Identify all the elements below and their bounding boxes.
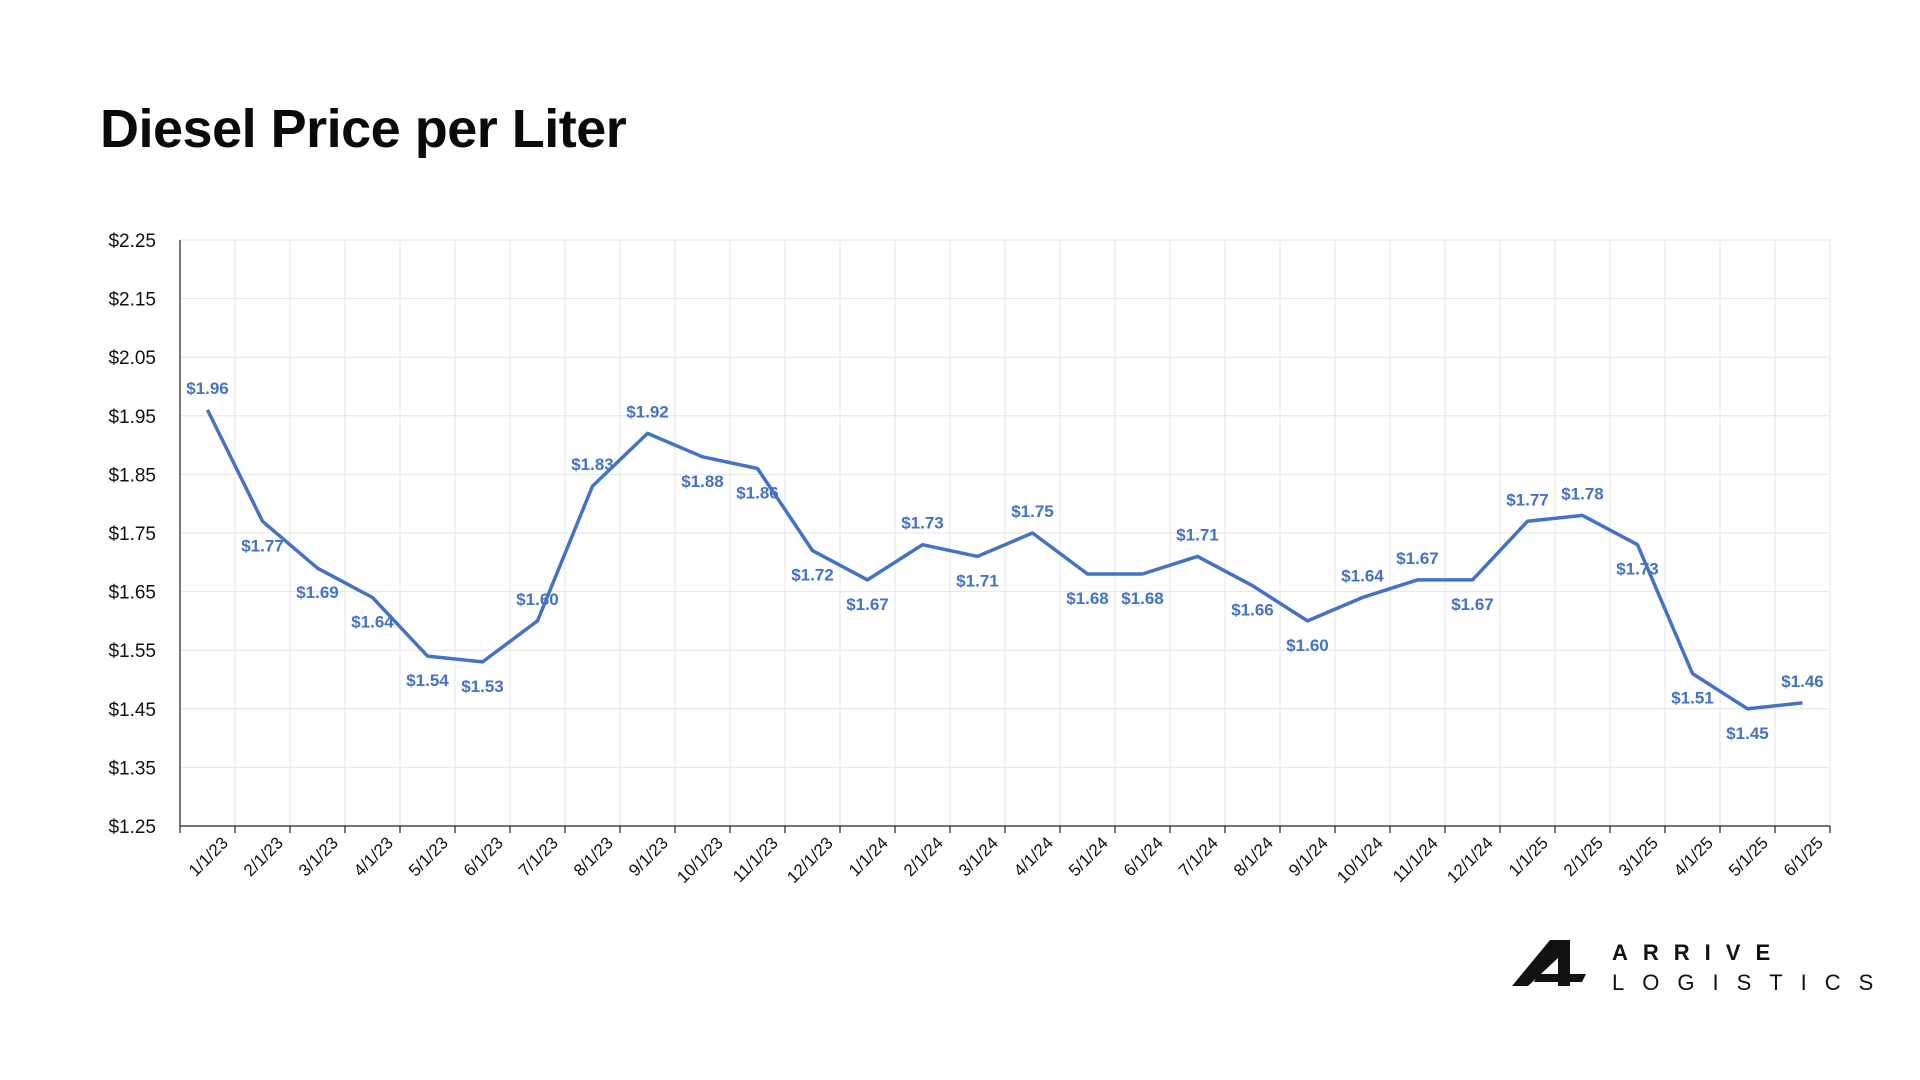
y-tick-label: $1.55 bbox=[108, 641, 156, 662]
brand-line2: LOGISTICS bbox=[1612, 970, 1892, 995]
x-tick-label: 4/1/23 bbox=[350, 833, 397, 880]
x-tick-label: 11/1/23 bbox=[729, 833, 782, 886]
x-tick-label: 7/1/23 bbox=[515, 833, 562, 880]
data-label: $1.86 bbox=[736, 484, 779, 503]
data-label: $1.78 bbox=[1561, 484, 1604, 503]
data-label: $1.68 bbox=[1121, 589, 1164, 608]
x-tick-label: 11/1/24 bbox=[1389, 833, 1442, 886]
data-label: $1.46 bbox=[1781, 672, 1824, 691]
data-label: $1.60 bbox=[516, 590, 559, 609]
x-tick-label: 5/1/24 bbox=[1065, 833, 1112, 880]
data-label: $1.75 bbox=[1011, 502, 1054, 521]
data-label: $1.51 bbox=[1671, 689, 1714, 708]
data-label: $1.60 bbox=[1286, 636, 1329, 655]
x-tick-label: 10/1/23 bbox=[673, 833, 727, 887]
x-tick-label: 6/1/24 bbox=[1120, 833, 1167, 880]
y-tick-label: $1.25 bbox=[108, 817, 156, 838]
x-tick-label: 1/1/23 bbox=[185, 833, 232, 880]
data-label: $1.68 bbox=[1066, 589, 1109, 608]
x-tick-label: 5/1/25 bbox=[1725, 833, 1772, 880]
data-labels: $1.96 $1.77 $1.69 $1.64 $1.54 $1.53 $1.60 $1.83… bbox=[186, 379, 1824, 743]
brand-logo: ARRIVE LOGISTICS bbox=[1512, 940, 1873, 1000]
brand-line1: ARRIVE bbox=[1612, 940, 1786, 965]
x-tick-label: 4/1/24 bbox=[1010, 833, 1057, 880]
y-tick-label: $1.95 bbox=[108, 407, 156, 428]
x-tick-label: 10/1/24 bbox=[1333, 833, 1387, 887]
x-tick-label: 6/1/23 bbox=[460, 833, 507, 880]
x-tick-labels: 1/1/23 2/1/23 3/1/23 4/1/23 5/1/23 6/1/23 7/1/… bbox=[185, 833, 1827, 887]
data-label: $1.69 bbox=[296, 583, 339, 602]
data-label: $1.67 bbox=[1451, 595, 1494, 614]
data-label: $1.54 bbox=[406, 671, 449, 690]
x-tick-label: 4/1/25 bbox=[1670, 833, 1717, 880]
data-label: $1.67 bbox=[1396, 549, 1439, 568]
arrive-logo-icon bbox=[1512, 940, 1586, 986]
x-tick-label: 3/1/24 bbox=[955, 833, 1002, 880]
y-tick-label: $1.75 bbox=[108, 524, 156, 545]
y-tick-label: $1.45 bbox=[108, 700, 156, 721]
data-label: $1.45 bbox=[1726, 724, 1769, 743]
x-tick-label: 2/1/24 bbox=[900, 833, 947, 880]
x-tick-label: 2/1/25 bbox=[1560, 833, 1607, 880]
data-label: $1.88 bbox=[681, 472, 724, 491]
x-tick-label: 3/1/25 bbox=[1615, 833, 1662, 880]
data-label: $1.92 bbox=[626, 402, 669, 421]
x-tick-label: 12/1/23 bbox=[783, 833, 837, 887]
y-tick-label: $2.05 bbox=[108, 348, 156, 369]
x-tick-label: 1/1/24 bbox=[845, 833, 892, 880]
x-tick-label: 8/1/23 bbox=[570, 833, 617, 880]
x-tick-label: 3/1/23 bbox=[295, 833, 342, 880]
data-label: $1.72 bbox=[791, 566, 834, 585]
data-label: $1.64 bbox=[1341, 566, 1384, 585]
x-tick-label: 9/1/24 bbox=[1285, 833, 1332, 880]
y-tick-label: $2.15 bbox=[108, 290, 156, 311]
x-tick-label: 12/1/24 bbox=[1443, 833, 1497, 887]
x-tick-label: 9/1/23 bbox=[625, 833, 672, 880]
y-tick-label: $1.65 bbox=[108, 583, 156, 604]
data-label: $1.77 bbox=[241, 536, 284, 555]
grid bbox=[180, 239, 1831, 826]
data-label: $1.77 bbox=[1506, 490, 1549, 509]
data-label: $1.73 bbox=[1616, 560, 1659, 579]
series bbox=[205, 409, 1803, 711]
data-label: $1.73 bbox=[901, 514, 944, 533]
x-tick-label: 2/1/23 bbox=[240, 833, 287, 880]
series-line bbox=[205, 409, 1803, 711]
x-tick-label: 5/1/23 bbox=[405, 833, 452, 880]
y-tick-label: $2.25 bbox=[108, 231, 156, 252]
x-tick-label: 7/1/24 bbox=[1175, 833, 1222, 880]
data-label: $1.96 bbox=[186, 379, 229, 398]
data-label: $1.53 bbox=[461, 677, 504, 696]
x-tick-label: 6/1/25 bbox=[1780, 833, 1827, 880]
data-label: $1.66 bbox=[1231, 601, 1274, 620]
data-label: $1.67 bbox=[846, 595, 889, 614]
data-label: $1.71 bbox=[1176, 525, 1219, 544]
data-label: $1.71 bbox=[956, 571, 999, 590]
y-tick-label: $1.35 bbox=[108, 758, 156, 779]
axes bbox=[179, 240, 1831, 833]
y-tick-label: $1.85 bbox=[108, 465, 156, 486]
x-tick-label: 8/1/24 bbox=[1230, 833, 1277, 880]
data-label: $1.64 bbox=[351, 612, 394, 631]
chart-title: Diesel Price per Liter bbox=[100, 99, 627, 159]
y-tick-labels: $2.25 $2.15 $2.05 $1.95 $1.85 $1.75 $1.65 $1.55… bbox=[108, 231, 156, 838]
x-tick-label: 1/1/25 bbox=[1505, 833, 1552, 880]
data-label: $1.83 bbox=[571, 455, 614, 474]
